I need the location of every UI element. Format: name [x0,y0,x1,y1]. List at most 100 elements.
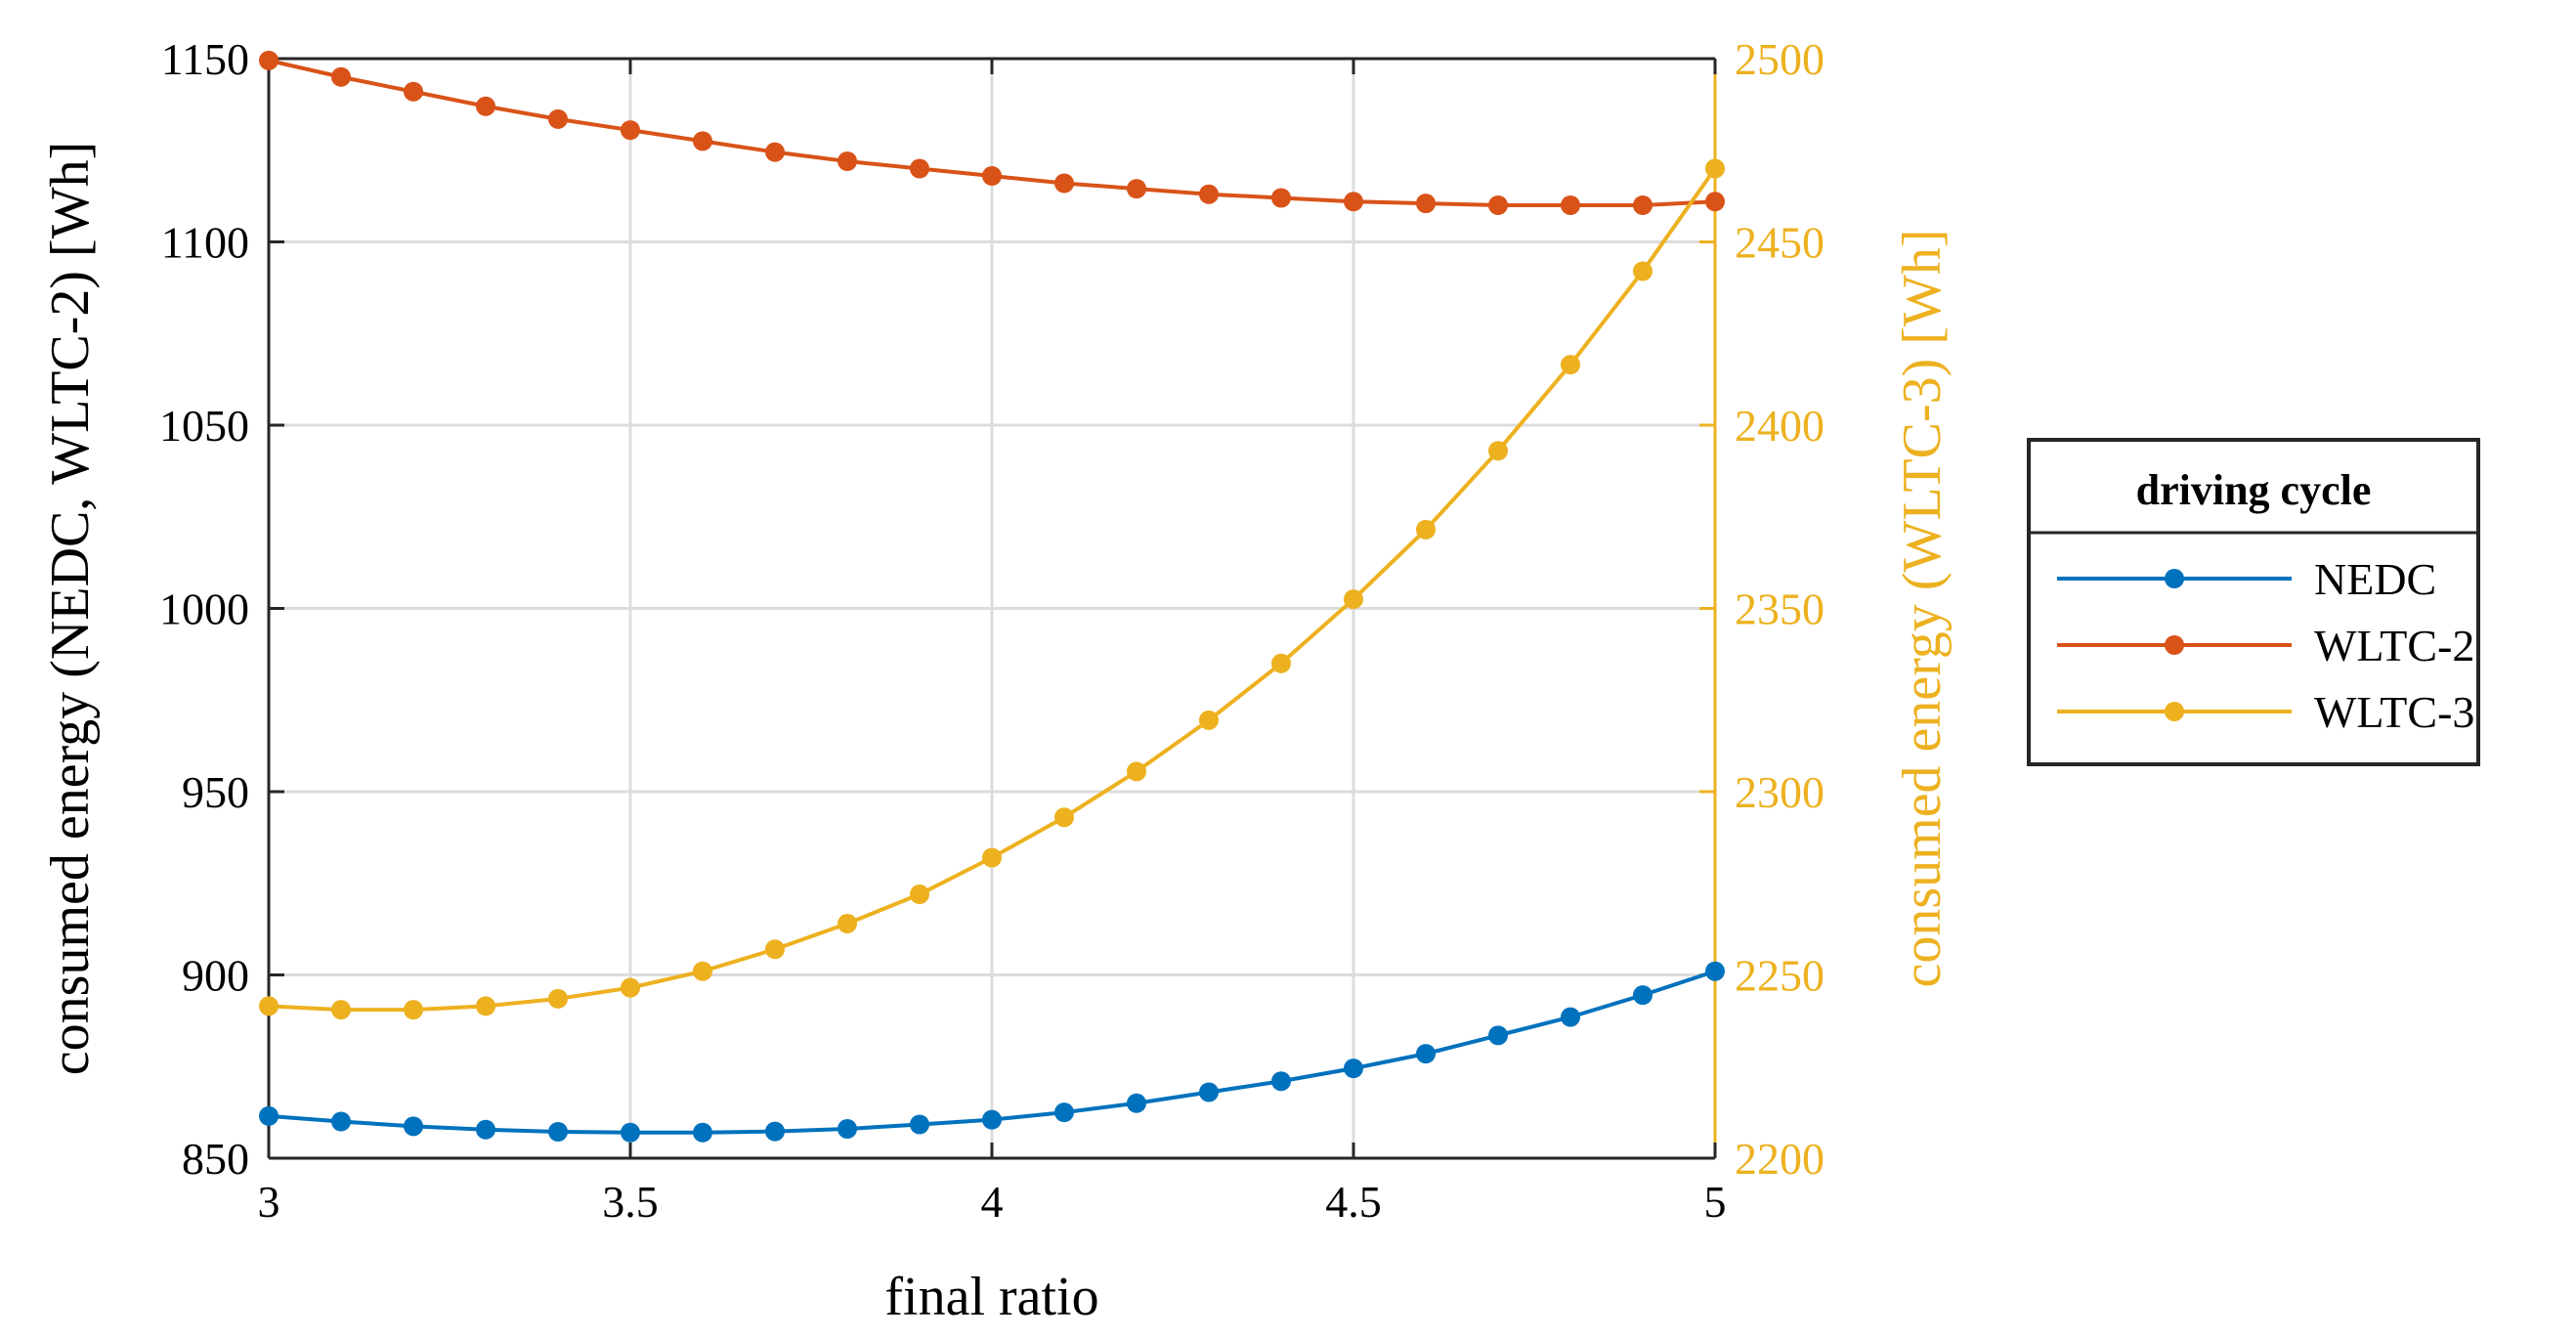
legend-marker [2165,635,2184,655]
right-y-axis: 2200 2250 2300 2350 2400 2450 2500 [1699,34,1825,1184]
legend-item-wltc-2: WLTC-2 [2057,621,2474,670]
left-y-tick-label: 900 [182,951,249,1001]
x-tick-label: 4.5 [1325,1177,1382,1227]
data-point [1344,589,1363,610]
right-y-tick-label: 2500 [1735,34,1825,84]
data-point [1561,1007,1580,1027]
data-point [1488,1025,1508,1046]
data-point [837,1119,857,1139]
data-point [1054,807,1074,828]
data-point [1705,158,1725,179]
legend-marker [2165,569,2184,588]
data-point [1127,179,1146,199]
left-y-tick-label: 1050 [159,401,249,451]
x-tick-label: 4 [981,1177,1004,1227]
data-point [1271,188,1291,208]
data-point [259,50,279,70]
legend-label: NEDC [2314,554,2436,604]
right-y-tick-label: 2350 [1735,584,1825,634]
data-point [1344,1058,1363,1079]
data-point [476,96,495,116]
data-point [693,961,712,981]
left-y-axis-label: consumed energy (NEDC, WLTC-2) [Wh] [40,142,101,1075]
data-point [331,66,351,87]
data-point [331,1111,351,1132]
data-point [765,1121,785,1142]
data-point [765,939,785,960]
data-point [1416,519,1436,540]
data-point [765,142,785,162]
data-point [621,977,640,998]
series-nedc [259,961,1725,1143]
right-y-tick-label: 2250 [1735,951,1825,1001]
data-point [548,108,568,129]
right-y-tick-label: 2400 [1735,401,1825,451]
data-point [1416,1044,1436,1064]
data-point [404,81,423,102]
right-y-tick-label: 2200 [1735,1134,1825,1184]
data-point [837,914,857,933]
left-y-tick-label: 1100 [161,218,249,268]
legend-label: WLTC-2 [2314,621,2474,670]
data-point [1054,1102,1074,1123]
data-point [621,120,640,141]
data-point [1561,195,1580,215]
data-point [1199,710,1219,730]
data-point [982,166,1002,186]
series-wltc-2 [259,50,1725,215]
data-point [1199,184,1219,204]
legend-label: WLTC-3 [2314,687,2474,737]
right-y-tick-label: 2450 [1735,218,1825,268]
data-point [1633,195,1653,215]
left-y-tick-label: 1150 [161,34,249,84]
data-point [982,1109,1002,1130]
data-point [1127,1093,1146,1113]
data-point [476,1119,495,1140]
data-point [404,1000,423,1020]
left-y-axis: 850 900 950 1000 1050 1100 1150 [159,34,284,1184]
x-tick-label: 3 [258,1177,280,1227]
data-point [1344,192,1363,212]
data-point [837,151,857,171]
data-point [910,158,929,179]
data-point [693,131,712,151]
data-point [910,885,929,904]
data-point [1705,192,1725,212]
data-point [1633,985,1653,1006]
data-point [1416,194,1436,214]
data-point [404,1116,423,1137]
grid-lines [269,59,1715,1158]
legend-item-nedc: NEDC [2057,554,2436,604]
data-point [1127,761,1146,782]
data-point [1561,355,1580,375]
right-y-axis-label: consumed energy (WLTC-3) [Wh] [1892,230,1953,988]
right-y-tick-label: 2300 [1735,767,1825,817]
legend-entries: NEDC WLTC-2 WLTC-3 [2057,554,2474,737]
data-point [910,1114,929,1135]
left-y-tick-label: 1000 [159,584,249,634]
legend: driving cycle NEDC WLTC-2 WLTC-3 [2027,438,2480,766]
x-axis-label: final ratio [884,1267,1098,1327]
data-point [548,988,568,1009]
left-y-tick-label: 950 [182,767,249,817]
data-point [1633,261,1653,281]
data-point [331,1000,351,1020]
series-wltc-3 [259,158,1725,1020]
data-point [548,1122,568,1142]
x-axis: 3 3.5 4 4.5 5 [258,57,1727,1227]
data-point [1488,195,1508,215]
data-point [621,1122,640,1143]
legend-marker [2165,702,2184,721]
legend-item-wltc-3: WLTC-3 [2057,687,2474,737]
x-tick-label: 5 [1704,1177,1727,1227]
data-point [693,1122,712,1143]
series-layer [259,50,1725,1143]
data-point [1054,173,1074,194]
data-point [1705,961,1725,981]
data-point [259,996,279,1016]
data-point [259,1105,279,1126]
data-point [476,996,495,1016]
data-point [982,847,1002,868]
data-point [1271,653,1291,673]
